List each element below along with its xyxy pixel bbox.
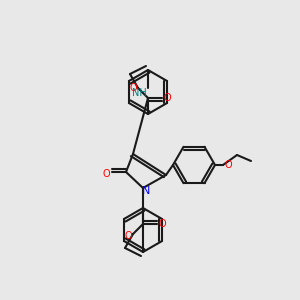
Text: O: O — [158, 219, 166, 229]
Text: O: O — [102, 169, 110, 179]
Text: NH: NH — [132, 88, 146, 98]
Text: N: N — [142, 186, 150, 196]
Text: O: O — [163, 93, 171, 103]
Text: O: O — [224, 160, 232, 170]
Text: O: O — [129, 83, 137, 93]
Text: O: O — [124, 231, 132, 241]
